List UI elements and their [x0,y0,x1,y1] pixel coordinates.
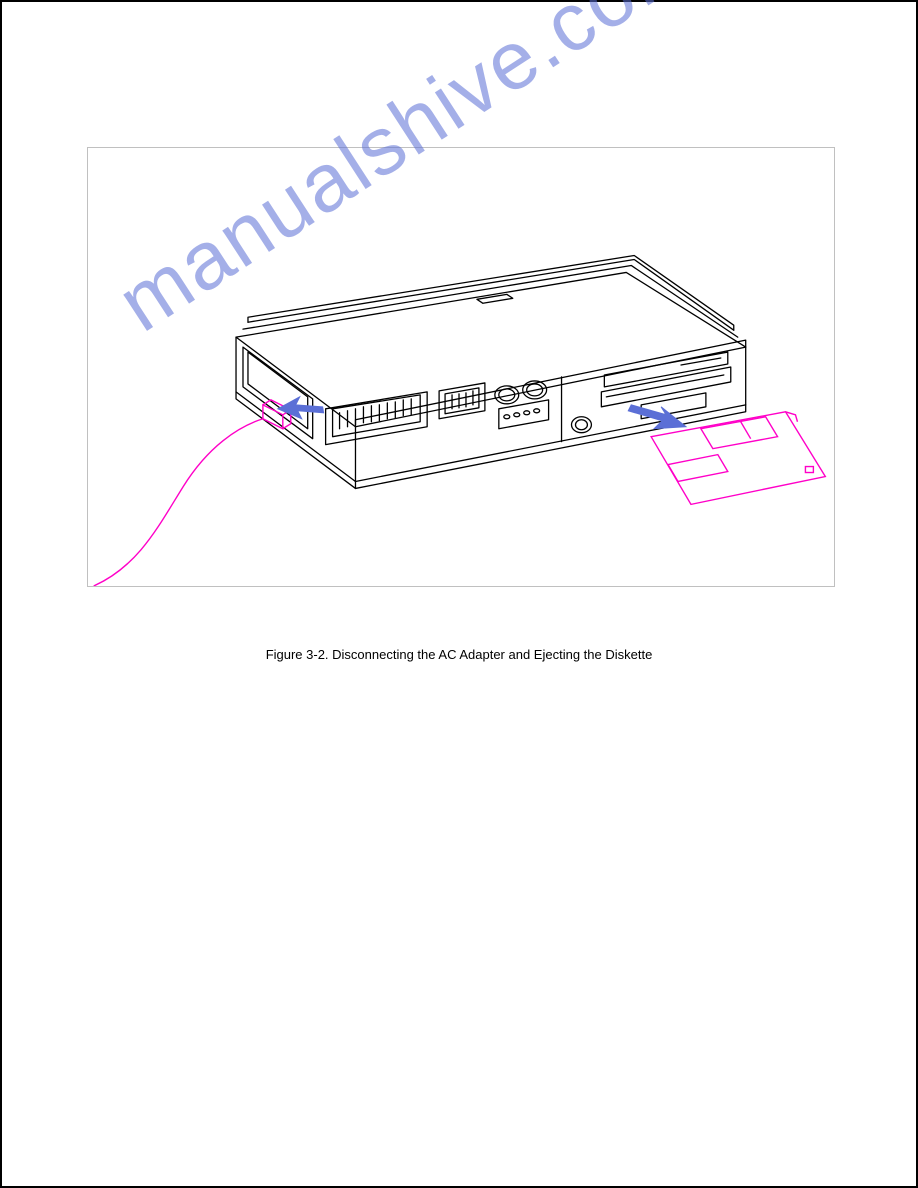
laptop-diagram [88,148,834,586]
figure-container [87,147,835,587]
figure-caption: Figure 3-2. Disconnecting the AC Adapter… [2,647,916,662]
